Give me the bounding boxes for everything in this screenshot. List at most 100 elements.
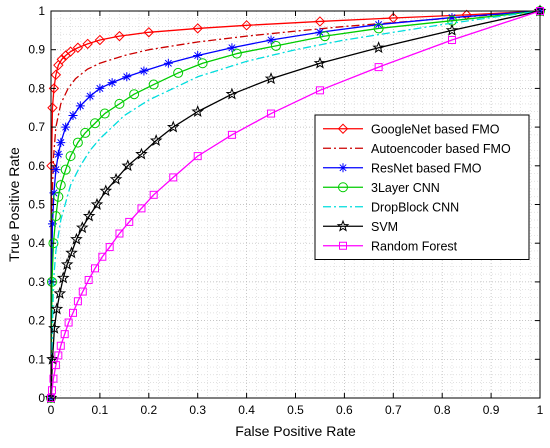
y-tick-label: 0.6 (28, 159, 45, 173)
series-point (53, 286, 67, 299)
legend-label: Autoencoder based FMO (371, 142, 511, 156)
series-line (50, 10, 541, 399)
series-point (82, 209, 96, 222)
series-point (143, 27, 155, 38)
y-tick-label: 0.2 (28, 314, 45, 328)
series-point (65, 46, 76, 57)
series-point (90, 118, 101, 129)
series-point (231, 48, 242, 59)
x-tick-label: 0.2 (140, 403, 157, 417)
legend-swatch-marker (337, 123, 349, 134)
series-point (447, 36, 456, 45)
series-point (270, 40, 281, 51)
series-point (70, 232, 83, 245)
series-point (225, 87, 239, 100)
series-point (125, 217, 134, 226)
series-point (64, 318, 73, 327)
series-point (65, 246, 78, 259)
series-point (90, 197, 104, 210)
series-point (69, 308, 78, 317)
series-point (191, 105, 204, 117)
series-point (114, 30, 125, 42)
legend-label: GoogleNet based FMO (371, 122, 500, 136)
series-point (60, 164, 71, 175)
series-point (56, 138, 66, 148)
series-point (266, 35, 276, 45)
x-tick-label: 0.1 (92, 403, 109, 417)
series-2 (46, 6, 545, 403)
series-point (73, 297, 82, 306)
series-point (139, 66, 149, 76)
series-point (227, 43, 237, 53)
series-group (44, 4, 547, 404)
series-point (319, 31, 330, 42)
legend-swatch-marker (336, 219, 350, 232)
series-point (61, 122, 71, 132)
series-point (227, 130, 236, 139)
series-point (98, 252, 107, 261)
y-tick-label: 0.5 (28, 198, 45, 212)
series-point (65, 151, 76, 162)
x-tick-label: 0.8 (434, 403, 451, 417)
series-point (49, 188, 59, 198)
y-tick-label: 0 (38, 391, 45, 405)
y-tick-label: 0.4 (28, 236, 45, 250)
series-point (374, 63, 383, 72)
grid (51, 11, 540, 398)
series-point (72, 137, 83, 148)
y-axis-label: True Positive Rate (6, 147, 22, 262)
series-point (173, 67, 184, 78)
series-point (55, 180, 66, 191)
x-tick-label: 0 (48, 403, 55, 417)
y-tick-label: 0.3 (28, 275, 45, 289)
series-point (47, 102, 58, 113)
series-point (315, 86, 324, 95)
series-point (314, 16, 326, 27)
series-point (109, 172, 123, 185)
series-point (84, 275, 93, 284)
series-point (267, 109, 276, 118)
series-point (94, 34, 106, 46)
series-point (50, 69, 62, 81)
series-point (137, 204, 146, 213)
series-point (82, 38, 93, 50)
series-point (169, 173, 178, 182)
series-point (388, 12, 399, 24)
legend: GoogleNet based FMO Autoencoder based FMO… (314, 114, 530, 260)
legend-entry: 3Layer CNN (323, 181, 440, 195)
y-tick-label: 0.7 (28, 120, 45, 134)
x-axis-label: False Positive Rate (235, 423, 356, 439)
series-point (313, 56, 327, 69)
legend-swatch-marker (339, 241, 347, 250)
series-point (445, 23, 459, 36)
series-point (129, 89, 140, 100)
series-point (54, 351, 63, 360)
series-point (56, 54, 67, 65)
series-point (107, 78, 117, 88)
x-tick-label: 0.3 (189, 403, 206, 417)
series-point (148, 79, 159, 90)
series-point (53, 191, 64, 202)
series-point (192, 23, 203, 34)
series-point (49, 374, 58, 383)
legend-entry: GoogleNet based FMO (323, 122, 500, 136)
series-point (50, 302, 64, 315)
series-point (51, 361, 60, 370)
x-tick-label: 0.5 (287, 403, 304, 417)
series-point (56, 341, 65, 350)
legend-label: 3Layer CNN (371, 181, 440, 195)
series-point (447, 13, 457, 23)
legend-entry: SVM (323, 219, 398, 234)
series-point (68, 110, 78, 120)
legend-label: ResNet based FMO (371, 161, 482, 175)
series-point (78, 287, 87, 296)
series-point (135, 147, 148, 160)
series-6 (47, 7, 544, 402)
series-point (374, 20, 384, 30)
series-point (51, 165, 61, 175)
series-point (166, 120, 180, 133)
x-tick-label: 0.4 (238, 403, 255, 417)
x-tick-label: 1 (537, 403, 544, 417)
series-point (60, 330, 69, 339)
